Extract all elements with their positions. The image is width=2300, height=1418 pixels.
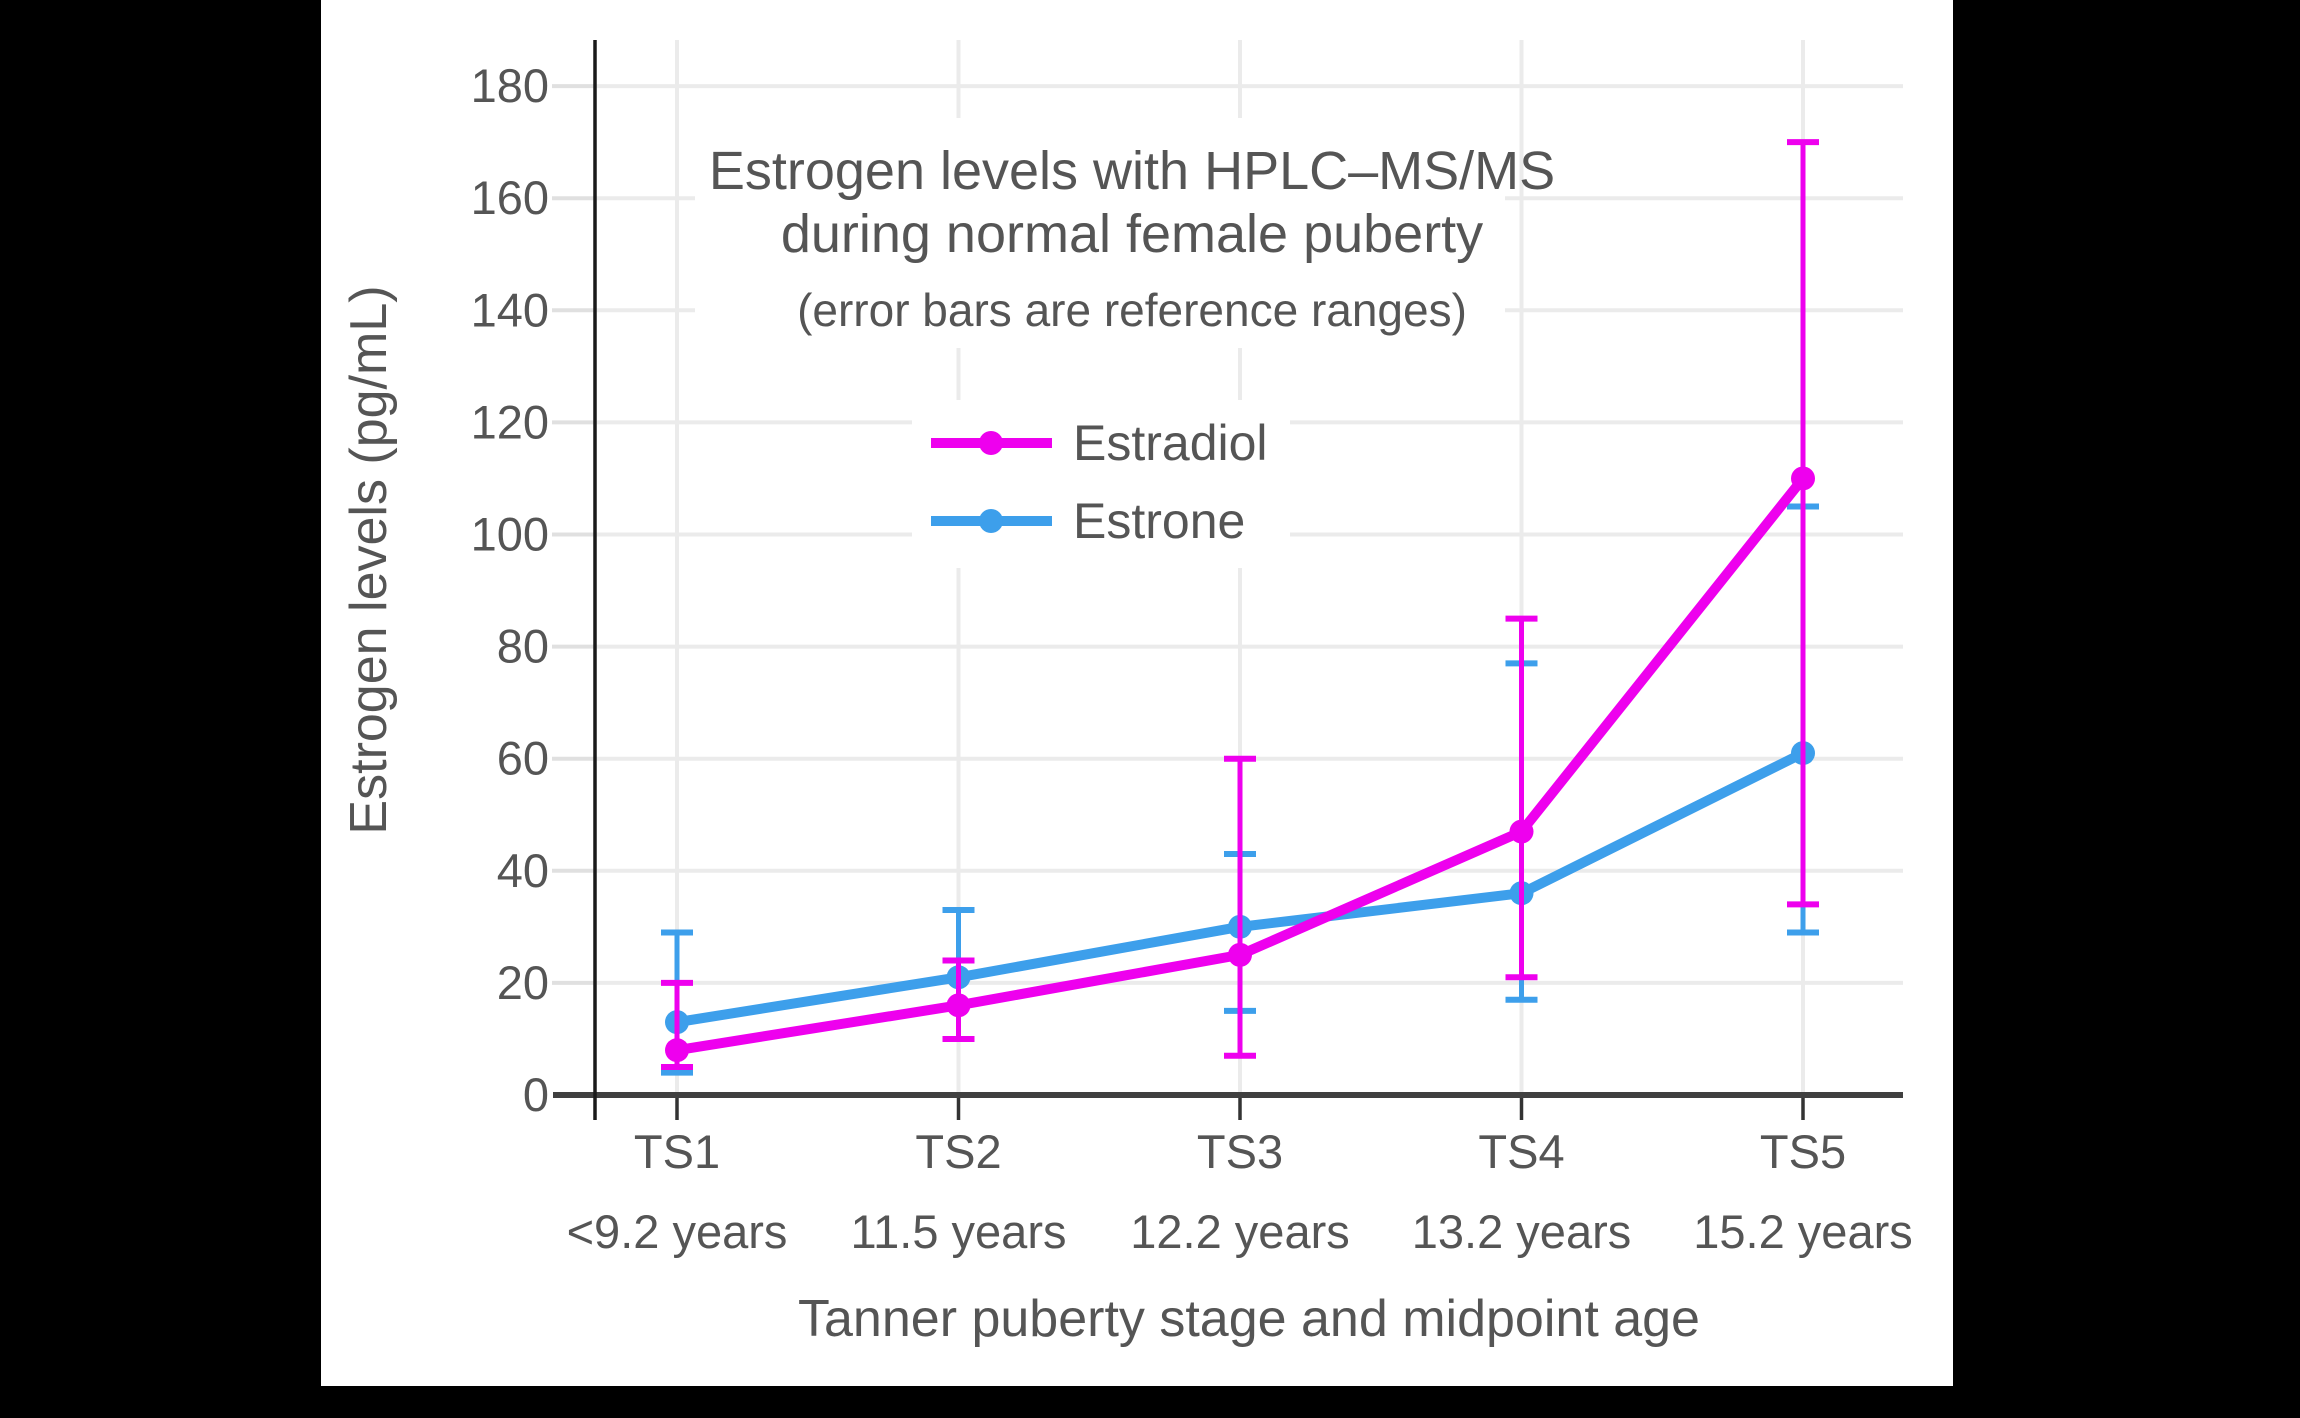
x-age-label: 12.2 years (1130, 1205, 1349, 1258)
x-age-label: <9.2 years (567, 1205, 788, 1258)
chart-subtitle: (error bars are reference ranges) (797, 284, 1467, 336)
legend-label-estrone: Estrone (1073, 493, 1245, 549)
y-tick-label: 40 (497, 844, 549, 897)
legend-item-estradiol[interactable]: Estradiol (931, 415, 1268, 471)
title-background (695, 118, 1505, 348)
y-tick-label: 180 (471, 59, 549, 112)
chart-title-line1: Estrogen levels with HPLC–MS/MS (709, 141, 1555, 201)
data-point (1509, 819, 1534, 844)
series-estradiol (661, 139, 1819, 1070)
estrone-legend-marker-icon (979, 509, 1003, 533)
x-category-label: TS4 (1478, 1125, 1564, 1178)
y-tick-label: 20 (497, 956, 549, 1009)
legend-label-estradiol: Estradiol (1073, 415, 1268, 471)
data-point (946, 993, 971, 1018)
data-point (1228, 942, 1252, 967)
x-category-label: TS3 (1197, 1125, 1283, 1178)
y-tick-label: 60 (497, 732, 549, 785)
x-age-label: 13.2 years (1412, 1205, 1631, 1258)
x-axis-ticks (675, 1098, 1805, 1120)
x-category-label: TS1 (634, 1125, 720, 1178)
y-axis-title: Estrogen levels (pg/mL) (340, 285, 398, 834)
y-tick-label: 100 (471, 508, 549, 561)
y-tick-label: 120 (471, 395, 549, 448)
legend-item-estrone[interactable]: Estrone (931, 493, 1245, 549)
estradiol-legend-marker-icon (979, 431, 1003, 455)
y-tick-label: 0 (523, 1068, 549, 1121)
axes (553, 40, 1903, 1120)
series-layer (661, 139, 1819, 1076)
y-tick-label: 160 (471, 171, 549, 224)
legend-background (912, 400, 1290, 568)
x-axis-title: Tanner puberty stage and midpoint age (798, 1290, 1700, 1348)
legend: Estradiol Estrone (931, 415, 1268, 549)
x-category-label: TS2 (915, 1125, 1001, 1178)
x-age-label: 11.5 years (851, 1205, 1067, 1258)
x-category-label: TS5 (1760, 1125, 1846, 1178)
data-point (665, 1038, 689, 1063)
x-age-label: 15.2 years (1693, 1205, 1912, 1258)
chart-title-line2: during normal female puberty (781, 204, 1483, 264)
axis-labels: 0 20 40 60 80 100 120 140 160 180 TS1 TS2 TS3 TS4 TS5 <… (471, 59, 1913, 1258)
y-tick-label: 80 (497, 620, 549, 673)
y-tick-label: 140 (471, 283, 549, 336)
data-point (1791, 466, 1815, 491)
